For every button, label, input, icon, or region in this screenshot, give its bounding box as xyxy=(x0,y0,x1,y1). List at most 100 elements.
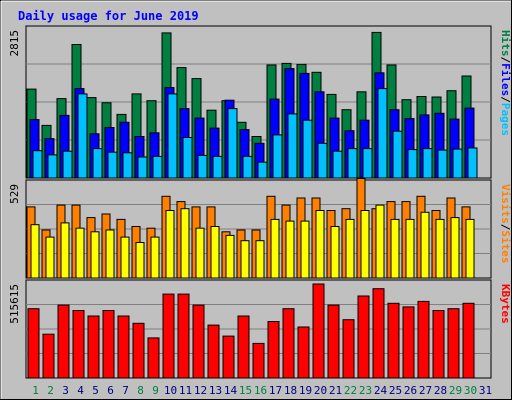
x-tick-label: 25 xyxy=(389,384,402,397)
legend-item: KBytes xyxy=(499,284,512,324)
bar-kbytes-day-20 xyxy=(312,283,325,379)
x-tick-label: 23 xyxy=(359,384,372,397)
x-tick-label: 28 xyxy=(434,384,447,397)
bar-sites-day-1 xyxy=(30,224,40,279)
panel-kbytes: 515615 KBytes xyxy=(8,279,512,379)
bar-kbytes-day-21 xyxy=(327,304,340,379)
legend-item: Hits xyxy=(499,30,512,57)
x-tick-label: 17 xyxy=(269,384,282,397)
bar-pages-day-15 xyxy=(242,155,253,179)
bar-kbytes-day-1 xyxy=(27,308,40,379)
bar-pages-day-28 xyxy=(437,149,448,179)
x-tick-label: 4 xyxy=(77,384,84,397)
legend-item: / xyxy=(499,224,512,231)
bar-pages-day-17 xyxy=(272,134,283,179)
bar-pages-day-25 xyxy=(392,130,403,179)
legend-item: / xyxy=(499,57,512,64)
bar-sites-day-14 xyxy=(225,234,235,279)
x-tick-label: 2 xyxy=(47,384,54,397)
bar-sites-day-12 xyxy=(195,227,205,279)
x-tick-label: 12 xyxy=(194,384,207,397)
bar-pages-day-24 xyxy=(377,88,388,179)
legend-item: Pages xyxy=(499,103,512,136)
x-tick-label: 26 xyxy=(404,384,417,397)
bar-sites-day-6 xyxy=(105,229,115,279)
x-tick-label: 27 xyxy=(419,384,432,397)
x-tick-label: 16 xyxy=(254,384,267,397)
x-tick-label: 31 xyxy=(479,384,492,397)
bar-sites-day-7 xyxy=(120,236,130,279)
bar-kbytes-day-14 xyxy=(222,335,235,379)
legend: Visits/Sites xyxy=(499,184,512,264)
bar-pages-day-18 xyxy=(287,113,298,179)
x-tick-label: 21 xyxy=(329,384,342,397)
x-tick-label: 3 xyxy=(62,384,69,397)
bar-sites-day-9 xyxy=(150,236,160,279)
x-tick-label: 24 xyxy=(374,384,388,397)
chart-title: Daily usage for June 2019 xyxy=(18,9,199,23)
bar-pages-day-12 xyxy=(197,154,208,179)
bar-pages-day-19 xyxy=(302,119,313,179)
bar-pages-day-20 xyxy=(317,142,328,179)
bar-kbytes-day-5 xyxy=(87,315,100,379)
y-max-label: 515615 xyxy=(8,284,21,324)
bar-sites-day-15 xyxy=(240,240,250,279)
x-tick-label: 19 xyxy=(299,384,312,397)
bar-sites-day-13 xyxy=(210,226,220,279)
x-tick-label: 9 xyxy=(152,384,159,397)
x-tick-label: 10 xyxy=(164,384,177,397)
bar-pages-day-5 xyxy=(92,148,103,179)
bar-kbytes-day-13 xyxy=(207,324,220,379)
bar-kbytes-day-27 xyxy=(417,300,430,379)
bar-kbytes-day-7 xyxy=(117,315,130,379)
bar-kbytes-day-23 xyxy=(357,295,370,379)
x-tick-label: 29 xyxy=(449,384,462,397)
bar-kbytes-day-29 xyxy=(447,308,460,379)
bar-pages-day-2 xyxy=(47,154,58,179)
bar-sites-day-24 xyxy=(375,204,385,279)
x-tick-label: 15 xyxy=(239,384,252,397)
bar-sites-day-17 xyxy=(270,218,280,279)
bar-kbytes-day-24 xyxy=(372,288,385,379)
legend-item: / xyxy=(499,96,512,103)
bar-pages-day-9 xyxy=(152,155,163,179)
bar-pages-day-22 xyxy=(347,148,358,179)
x-tick-label: 1 xyxy=(32,384,39,397)
panel-visits-sites: 529 Visits/Sites xyxy=(8,178,512,279)
bar-pages-day-6 xyxy=(107,151,118,179)
bar-kbytes-day-3 xyxy=(57,304,70,379)
bar-pages-day-16 xyxy=(257,161,268,179)
bar-sites-day-5 xyxy=(90,231,100,279)
bar-pages-day-13 xyxy=(212,155,223,179)
bar-kbytes-day-11 xyxy=(177,293,190,379)
bar-sites-day-19 xyxy=(300,220,310,279)
bar-kbytes-day-10 xyxy=(162,293,175,379)
panel-hits-files-pages: 2815 Hits/Files/Pages xyxy=(8,25,512,179)
bar-pages-day-27 xyxy=(422,148,433,179)
bar-kbytes-day-8 xyxy=(132,322,145,379)
bar-sites-day-18 xyxy=(285,220,295,279)
x-tick-label: 8 xyxy=(137,384,144,397)
bar-pages-day-4 xyxy=(77,93,88,179)
bar-pages-day-14 xyxy=(227,108,238,179)
series-pages xyxy=(32,88,478,179)
bar-pages-day-7 xyxy=(122,152,133,179)
bar-sites-day-4 xyxy=(75,227,85,279)
bar-sites-day-27 xyxy=(420,211,430,279)
x-tick-label: 22 xyxy=(344,384,357,397)
bar-kbytes-day-25 xyxy=(387,302,400,379)
bar-sites-day-2 xyxy=(45,236,55,279)
bar-kbytes-day-28 xyxy=(432,310,445,379)
x-tick-label: 14 xyxy=(224,384,238,397)
bar-pages-day-3 xyxy=(62,150,73,179)
bar-kbytes-day-15 xyxy=(237,315,250,379)
legend: Hits/Files/Pages xyxy=(499,30,512,136)
legend-item: Files xyxy=(499,63,512,96)
x-tick-label: 5 xyxy=(92,384,99,397)
bar-pages-day-11 xyxy=(182,137,193,179)
bar-sites-day-26 xyxy=(405,218,415,279)
legend-item: Sites xyxy=(499,230,512,263)
bar-sites-day-8 xyxy=(135,242,145,279)
